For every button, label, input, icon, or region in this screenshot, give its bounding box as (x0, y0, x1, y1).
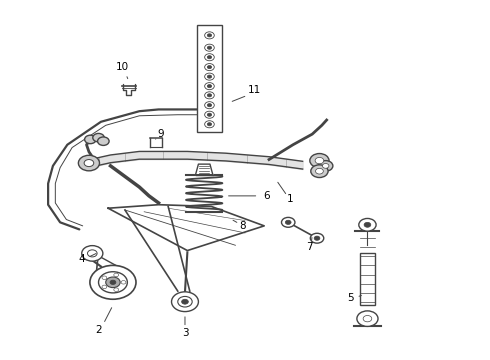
Circle shape (205, 111, 214, 118)
Circle shape (310, 233, 324, 243)
Text: 3: 3 (182, 328, 188, 338)
Circle shape (172, 292, 198, 312)
Circle shape (205, 32, 214, 39)
Circle shape (357, 311, 378, 327)
Text: 9: 9 (158, 129, 164, 139)
Circle shape (78, 155, 99, 171)
Circle shape (205, 121, 214, 128)
Text: 1: 1 (287, 194, 294, 204)
Circle shape (207, 113, 212, 116)
Circle shape (82, 246, 103, 261)
Circle shape (314, 236, 320, 240)
Circle shape (207, 94, 212, 97)
Text: 2: 2 (95, 325, 102, 335)
Circle shape (205, 92, 214, 99)
Circle shape (207, 104, 212, 107)
Bar (197, 25, 222, 132)
Circle shape (106, 277, 120, 288)
Circle shape (207, 34, 212, 37)
Circle shape (93, 134, 104, 142)
Circle shape (90, 265, 136, 299)
Bar (360, 253, 375, 305)
Circle shape (205, 102, 214, 109)
Circle shape (207, 75, 212, 78)
Circle shape (205, 64, 214, 71)
Circle shape (102, 285, 107, 289)
Text: 8: 8 (239, 221, 246, 231)
Text: 7: 7 (307, 242, 313, 252)
Circle shape (205, 83, 214, 90)
Circle shape (207, 46, 212, 49)
Circle shape (110, 280, 116, 284)
Circle shape (311, 165, 328, 177)
Circle shape (205, 54, 214, 61)
Text: 11: 11 (248, 85, 261, 95)
Circle shape (322, 163, 329, 168)
Circle shape (114, 288, 119, 292)
Polygon shape (108, 205, 264, 251)
Circle shape (316, 168, 323, 174)
Circle shape (178, 296, 192, 307)
Circle shape (84, 159, 94, 167)
Text: 6: 6 (263, 191, 270, 201)
Circle shape (102, 276, 107, 279)
Circle shape (205, 44, 214, 51)
Circle shape (85, 135, 96, 144)
Circle shape (285, 220, 291, 224)
Circle shape (98, 137, 109, 145)
Text: 4: 4 (78, 255, 85, 264)
Circle shape (207, 85, 212, 88)
Circle shape (207, 56, 212, 59)
Circle shape (121, 280, 126, 284)
Circle shape (310, 153, 329, 168)
Circle shape (207, 66, 212, 69)
Circle shape (207, 123, 212, 126)
Circle shape (114, 273, 119, 277)
Polygon shape (196, 164, 213, 175)
Circle shape (359, 219, 376, 231)
Circle shape (364, 222, 371, 227)
Text: 10: 10 (116, 62, 129, 72)
Circle shape (318, 161, 333, 171)
Circle shape (182, 299, 188, 304)
Circle shape (205, 73, 214, 80)
Circle shape (281, 217, 295, 227)
Circle shape (363, 315, 372, 322)
Circle shape (315, 157, 324, 164)
Circle shape (98, 272, 127, 293)
Text: 5: 5 (347, 293, 354, 303)
Circle shape (88, 250, 97, 257)
